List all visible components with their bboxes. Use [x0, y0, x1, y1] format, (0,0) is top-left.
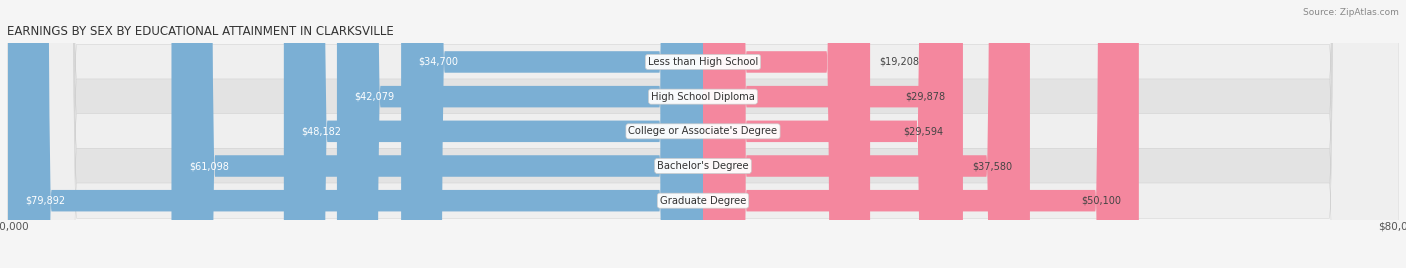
Text: $50,100: $50,100 [1081, 196, 1122, 206]
FancyBboxPatch shape [703, 0, 963, 268]
FancyBboxPatch shape [284, 0, 703, 268]
FancyBboxPatch shape [703, 0, 1031, 268]
Text: $19,208: $19,208 [879, 57, 918, 67]
FancyBboxPatch shape [172, 0, 703, 268]
Text: Source: ZipAtlas.com: Source: ZipAtlas.com [1303, 8, 1399, 17]
FancyBboxPatch shape [703, 0, 870, 268]
FancyBboxPatch shape [7, 0, 1399, 268]
FancyBboxPatch shape [337, 0, 703, 268]
Text: Graduate Degree: Graduate Degree [659, 196, 747, 206]
FancyBboxPatch shape [7, 0, 1399, 268]
FancyBboxPatch shape [703, 0, 960, 268]
FancyBboxPatch shape [8, 0, 703, 268]
Text: $48,182: $48,182 [301, 126, 342, 136]
FancyBboxPatch shape [703, 0, 1139, 268]
Text: $29,878: $29,878 [905, 92, 945, 102]
Text: EARNINGS BY SEX BY EDUCATIONAL ATTAINMENT IN CLARKSVILLE: EARNINGS BY SEX BY EDUCATIONAL ATTAINMEN… [7, 25, 394, 38]
Text: $37,580: $37,580 [973, 161, 1012, 171]
Text: $61,098: $61,098 [188, 161, 229, 171]
Text: Less than High School: Less than High School [648, 57, 758, 67]
Text: Bachelor's Degree: Bachelor's Degree [657, 161, 749, 171]
FancyBboxPatch shape [401, 0, 703, 268]
Text: College or Associate's Degree: College or Associate's Degree [628, 126, 778, 136]
FancyBboxPatch shape [7, 0, 1399, 268]
Text: $42,079: $42,079 [354, 92, 395, 102]
Text: $79,892: $79,892 [25, 196, 66, 206]
Text: $29,594: $29,594 [903, 126, 943, 136]
Text: $34,700: $34,700 [419, 57, 458, 67]
Text: High School Diploma: High School Diploma [651, 92, 755, 102]
FancyBboxPatch shape [7, 0, 1399, 268]
FancyBboxPatch shape [7, 0, 1399, 268]
